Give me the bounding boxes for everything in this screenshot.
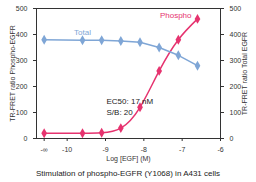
svg-text:Log [EGF] (M): Log [EGF] (M) xyxy=(106,155,150,163)
svg-text:Total: Total xyxy=(74,28,91,37)
svg-text:EC50: 17 nM: EC50: 17 nM xyxy=(107,97,154,106)
html-text:Stimulation of phospho-EGFR (Y: Stimulation of phospho-EGFR (Y1068) in A… xyxy=(35,169,220,178)
svg-text:200: 200 xyxy=(16,83,28,90)
svg-text:-7: -7 xyxy=(179,146,185,153)
svg-text:TR-FRET ratio Total EGFR: TR-FRET ratio Total EGFR xyxy=(241,32,248,115)
svg-text:400: 400 xyxy=(16,31,28,38)
svg-text:0: 0 xyxy=(24,135,28,142)
svg-text:S/B: 20: S/B: 20 xyxy=(107,108,134,117)
svg-text:100: 100 xyxy=(16,109,28,116)
svg-text:200: 200 xyxy=(229,82,242,90)
svg-text:400: 400 xyxy=(229,30,242,38)
svg-text:300: 300 xyxy=(229,56,242,64)
svg-text:100: 100 xyxy=(229,108,242,116)
svg-text:-6: -6 xyxy=(217,146,223,153)
svg-text:300: 300 xyxy=(16,57,28,64)
svg-text:TR-FRET ratio Phospho-EGFR: TR-FRET ratio Phospho-EGFR xyxy=(9,25,17,122)
svg-text:-∞: -∞ xyxy=(41,146,48,153)
svg-text:500: 500 xyxy=(230,5,242,12)
svg-text:-8: -8 xyxy=(141,146,147,153)
svg-text:0: 0 xyxy=(230,135,234,142)
svg-text:-10: -10 xyxy=(62,146,72,153)
svg-text:Phospho: Phospho xyxy=(160,11,192,20)
svg-text:-9: -9 xyxy=(102,146,108,153)
svg-text:500: 500 xyxy=(16,5,28,12)
